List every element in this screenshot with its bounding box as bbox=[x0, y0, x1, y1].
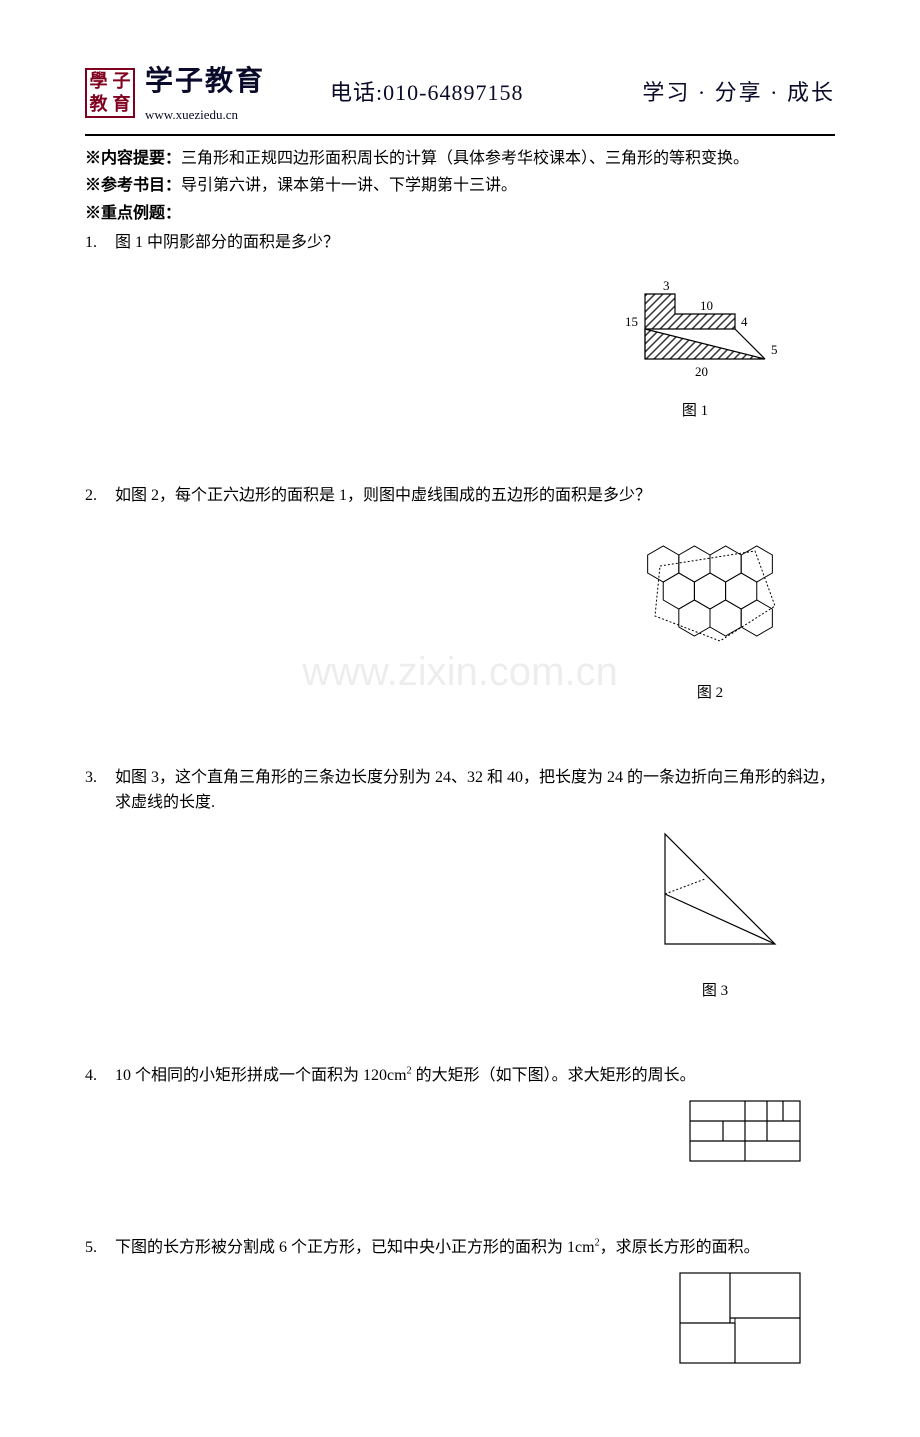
figure-4-svg bbox=[685, 1096, 805, 1166]
page-header: 學 子 教 育 学子教育 www.xueziedu.cn 电话:010-6489… bbox=[85, 60, 835, 136]
phone-label: 电话:010-64897158 bbox=[330, 75, 523, 110]
fig1-label-right-top: 10 bbox=[700, 298, 713, 313]
problem-text: 如图 3，这个直角三角形的三条边长度分别为 24、32 和 40，把长度为 24… bbox=[115, 765, 835, 816]
content-summary: ※内容提要：三角形和正规四边形面积周长的计算（具体参考华校课本）、三角形的等积变… bbox=[85, 146, 835, 172]
figure-caption: 图 1 bbox=[605, 399, 785, 423]
figure-1-svg: 3 10 4 15 5 20 bbox=[605, 264, 785, 384]
figure-caption: 图 2 bbox=[605, 681, 815, 705]
problem-num: 3. bbox=[85, 765, 115, 791]
figure-2-svg bbox=[605, 516, 815, 666]
figure-3-svg bbox=[645, 824, 785, 964]
problem-num: 5. bbox=[85, 1235, 115, 1261]
logo: 學 子 教 育 bbox=[85, 68, 135, 118]
fig1-label-bottom: 20 bbox=[695, 364, 708, 379]
problem-text: 图 1 中阴影部分的面积是多少？ bbox=[115, 230, 835, 256]
ref-text: 导引第六讲，课本第十一讲、下学期第十三讲。 bbox=[181, 177, 517, 194]
brand-block: 学子教育 www.xueziedu.cn bbox=[145, 60, 265, 126]
problem-3: 3. 如图 3，这个直角三角形的三条边长度分别为 24、32 和 40，把长度为… bbox=[85, 765, 835, 1003]
brand-title: 学子教育 bbox=[145, 60, 265, 105]
fig1-label-middle-right: 4 bbox=[741, 314, 748, 329]
reference-books: ※参考书目：导引第六讲，课本第十一讲、下学期第十三讲。 bbox=[85, 173, 835, 199]
examples-label: ※重点例题： bbox=[85, 201, 835, 227]
ref-label: ※参考书目： bbox=[85, 177, 181, 194]
ex-label: ※重点例题： bbox=[85, 205, 181, 222]
problem-2: 2. 如图 2，每个正六边形的面积是 1，则图中虚线围成的五边形的面积是多少？ … bbox=[85, 483, 835, 705]
problem-text: 下图的长方形被分割成 6 个正方形，已知中央小正方形的面积为 1cm2，求原长方… bbox=[115, 1235, 835, 1261]
figure-caption: 图 3 bbox=[645, 979, 785, 1003]
motto: 学习 · 分享 · 成长 bbox=[642, 75, 835, 110]
problem-num: 2. bbox=[85, 483, 115, 509]
logo-char: 教 bbox=[87, 93, 110, 116]
fig1-label-right: 5 bbox=[771, 342, 778, 357]
problem-num: 1. bbox=[85, 230, 115, 256]
brand-url: www.xueziedu.cn bbox=[145, 105, 265, 126]
fig1-label-top: 3 bbox=[663, 278, 670, 293]
problem-text: 10 个相同的小矩形拼成一个面积为 120cm2 的大矩形（如下图）。求大矩形的… bbox=[115, 1063, 835, 1089]
content-label: ※内容提要： bbox=[85, 150, 181, 167]
problem-num: 4. bbox=[85, 1063, 115, 1089]
problem-text: 如图 2，每个正六边形的面积是 1，则图中虚线围成的五边形的面积是多少？ bbox=[115, 483, 835, 509]
problem-5: 5. 下图的长方形被分割成 6 个正方形，已知中央小正方形的面积为 1cm2，求… bbox=[85, 1235, 835, 1377]
problem-4: 4. 10 个相同的小矩形拼成一个面积为 120cm2 的大矩形（如下图）。求大… bbox=[85, 1063, 835, 1175]
figure-5-svg bbox=[675, 1268, 805, 1368]
logo-char: 育 bbox=[110, 93, 133, 116]
content-text: 三角形和正规四边形面积周长的计算（具体参考华校课本）、三角形的等积变换。 bbox=[181, 150, 749, 167]
fig1-label-left: 15 bbox=[625, 314, 638, 329]
problem-1: 1. 图 1 中阴影部分的面积是多少？ 3 1 bbox=[85, 230, 835, 422]
